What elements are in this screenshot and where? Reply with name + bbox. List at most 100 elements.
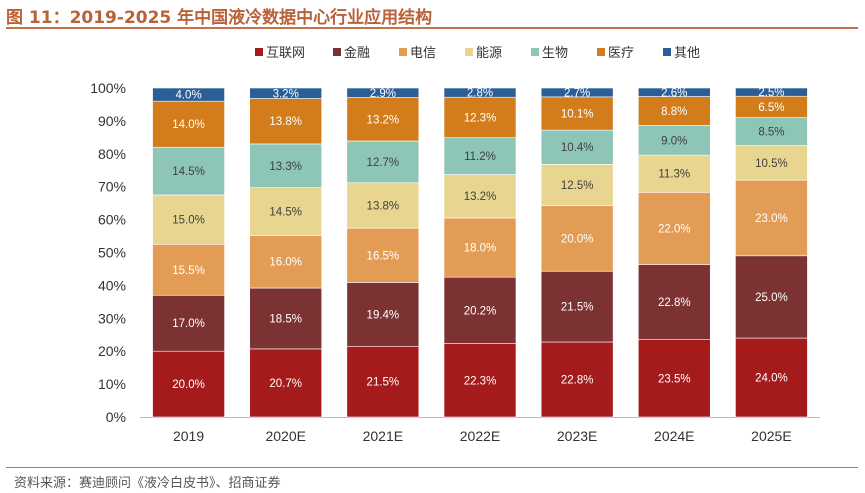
data-label: 23.5% — [658, 373, 691, 385]
data-label: 2.9% — [370, 88, 396, 100]
x-tick-label: 2020E — [265, 428, 305, 444]
bar-segment — [152, 87, 225, 102]
bar-segment — [152, 194, 225, 245]
bar-segment — [152, 350, 225, 418]
bar-segment — [637, 264, 711, 340]
bar-segment — [152, 100, 225, 148]
data-label: 23.0% — [755, 213, 788, 225]
data-label: 9.0% — [661, 135, 687, 147]
data-label: 21.5% — [367, 377, 400, 389]
bar-segment — [443, 96, 517, 138]
bar-segment — [540, 87, 614, 98]
bar-segment — [346, 282, 420, 347]
y-tick-label: 40% — [98, 277, 126, 293]
legend-label: 金融 — [344, 45, 370, 61]
x-tick-label: 2021E — [363, 428, 403, 444]
source-note: 资料来源：赛迪顾问《液冷白皮书》、招商证券 — [14, 476, 281, 491]
data-label: 11.2% — [464, 151, 496, 163]
y-tick-label: 50% — [98, 245, 126, 261]
bar-segment — [249, 235, 323, 289]
data-label: 22.0% — [658, 223, 691, 235]
data-label: 15.0% — [172, 215, 205, 227]
data-label: 8.5% — [758, 127, 784, 139]
legend-swatch — [399, 48, 407, 56]
data-label: 19.4% — [367, 309, 400, 321]
data-label: 20.2% — [464, 305, 497, 317]
bar-segment — [249, 98, 323, 145]
x-tick-label: 2025E — [751, 428, 791, 444]
bar-segment — [735, 179, 808, 257]
data-label: 11.3% — [658, 169, 690, 181]
bar-segment — [443, 217, 517, 278]
y-tick-label: 30% — [98, 310, 126, 326]
bar-segment — [346, 87, 420, 98]
title-divider — [6, 27, 858, 29]
legend-swatch — [597, 48, 605, 56]
data-label: 14.5% — [172, 166, 205, 178]
data-label: 15.5% — [172, 265, 205, 277]
bar-segment — [735, 117, 808, 146]
legend-label: 电信 — [410, 46, 436, 61]
data-label: 10.4% — [561, 142, 594, 154]
data-label: 20.0% — [561, 233, 594, 245]
data-label: 24.0% — [755, 373, 788, 385]
data-label: 20.0% — [172, 379, 205, 391]
y-tick-label: 70% — [98, 179, 126, 195]
bar-segment — [540, 96, 614, 131]
bar-segment — [443, 343, 517, 418]
data-label: 13.8% — [269, 116, 302, 128]
data-label: 12.7% — [367, 157, 400, 169]
bar-segment — [346, 182, 420, 229]
data-label: 13.3% — [269, 161, 302, 173]
data-label: 17.0% — [172, 318, 205, 330]
data-label: 10.5% — [755, 158, 788, 170]
x-tick-label: 2023E — [557, 428, 597, 444]
bar-segment — [735, 87, 808, 97]
bar-segment — [346, 227, 420, 283]
data-label: 14.0% — [172, 119, 205, 131]
data-label: 13.8% — [367, 200, 400, 212]
bar-segment — [735, 255, 808, 339]
data-label: 10.1% — [561, 108, 594, 120]
y-tick-label: 80% — [98, 146, 126, 162]
legend-swatch — [663, 48, 671, 56]
data-label: 2.6% — [661, 87, 687, 99]
legend-label: 医疗 — [608, 46, 634, 61]
bar-segment — [443, 87, 517, 98]
data-label: 18.5% — [269, 313, 302, 325]
bar-segment — [637, 339, 711, 418]
y-tick-label: 0% — [106, 409, 126, 425]
legend-label: 互联网 — [266, 46, 305, 61]
legend-swatch — [333, 48, 341, 56]
data-label: 21.5% — [561, 302, 594, 314]
data-label: 25.0% — [755, 292, 788, 304]
data-label: 6.5% — [758, 102, 784, 114]
legend-label: 生物 — [542, 46, 568, 61]
legend-swatch — [531, 48, 539, 56]
bar-segment — [346, 345, 420, 418]
legend-label: 能源 — [476, 46, 502, 61]
bar-segment — [540, 205, 614, 272]
footer-divider — [6, 467, 858, 468]
bar-segment — [152, 243, 225, 296]
bar-segment — [249, 287, 323, 350]
bar-segment — [443, 174, 517, 219]
x-tick-label: 2022E — [460, 428, 500, 444]
y-tick-label: 60% — [98, 212, 126, 228]
bar-segment — [152, 146, 225, 196]
y-tick-label: 10% — [98, 376, 126, 392]
data-label: 4.0% — [175, 90, 201, 102]
data-label: 16.5% — [367, 250, 400, 262]
x-tick-label: 2019 — [173, 428, 204, 444]
bar-segment — [346, 97, 420, 142]
legend-swatch — [465, 48, 473, 56]
data-label: 18.0% — [464, 243, 497, 255]
bar-segment — [637, 96, 711, 126]
data-label: 12.3% — [464, 112, 497, 124]
bar-segment — [249, 348, 323, 418]
bar-segment — [443, 137, 517, 175]
data-label: 22.8% — [658, 297, 691, 309]
data-label: 3.2% — [273, 88, 299, 100]
data-label: 2.5% — [758, 87, 784, 99]
